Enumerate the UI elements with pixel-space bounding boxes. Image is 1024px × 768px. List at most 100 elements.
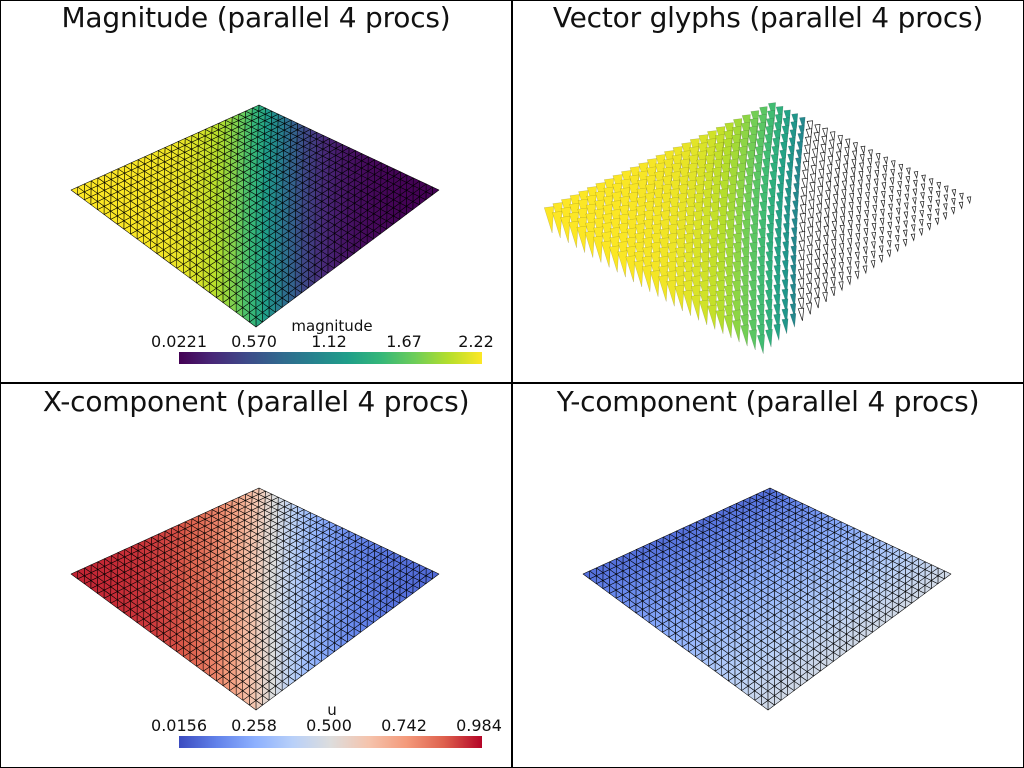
vector-glyph bbox=[822, 291, 828, 303]
vector-glyph bbox=[805, 282, 813, 295]
vector-glyph bbox=[920, 192, 925, 201]
vector-glyph bbox=[815, 221, 822, 233]
vector-glyph bbox=[805, 292, 812, 305]
vector-glyph bbox=[699, 299, 709, 326]
vector-glyph bbox=[837, 134, 843, 145]
panel-magnitude[interactable]: Magnitude (parallel 4 procs) magnitude 0… bbox=[1, 1, 511, 383]
panel-x-component[interactable]: X-component (parallel 4 procs) u 0.0156 … bbox=[1, 385, 511, 767]
vector-glyph bbox=[715, 309, 725, 334]
vector-glyph bbox=[856, 205, 862, 215]
mesh-cell bbox=[164, 144, 172, 152]
vector-glyph bbox=[875, 152, 881, 162]
vector-glyph bbox=[666, 280, 677, 307]
vector-glyph-plot[interactable] bbox=[513, 1, 1023, 383]
vector-glyph bbox=[592, 235, 603, 263]
mesh-cell bbox=[238, 110, 246, 118]
vector-glyph bbox=[855, 214, 861, 224]
vector-glyph bbox=[830, 257, 836, 268]
vector-glyph bbox=[928, 178, 934, 187]
vector-glyph bbox=[855, 223, 861, 234]
vector-glyph bbox=[912, 188, 918, 197]
vector-glyph bbox=[841, 180, 847, 191]
y-component-mesh-plot[interactable] bbox=[513, 385, 1023, 767]
vector-glyph bbox=[943, 185, 949, 194]
mesh-cell bbox=[184, 135, 193, 143]
vector-glyph bbox=[913, 171, 919, 180]
vector-glyph bbox=[865, 191, 870, 201]
vector-glyph bbox=[958, 201, 964, 210]
mesh-cell bbox=[70, 186, 78, 196]
vector-glyph bbox=[834, 176, 840, 186]
magnitude-mesh-plot[interactable] bbox=[1, 1, 511, 383]
vector-glyph bbox=[633, 260, 644, 288]
vector-glyph bbox=[827, 155, 834, 166]
vector-glyph bbox=[888, 194, 894, 204]
panel-y-component[interactable]: Y-component (parallel 4 procs) bbox=[513, 385, 1023, 767]
vector-glyph bbox=[732, 319, 741, 343]
vector-glyph bbox=[838, 271, 844, 282]
vector-glyph bbox=[874, 161, 880, 171]
vector-glyph bbox=[814, 277, 820, 289]
vector-glyph bbox=[839, 233, 845, 245]
vector-glyph bbox=[830, 267, 836, 277]
vector-glyph bbox=[902, 229, 908, 238]
vector-glyph bbox=[935, 190, 941, 199]
vector-glyph bbox=[641, 265, 652, 292]
vector-glyph bbox=[843, 163, 849, 174]
vector-glyph bbox=[814, 249, 821, 261]
colorbar-tick: 0.742 bbox=[381, 716, 427, 735]
vector-glyph bbox=[855, 232, 861, 243]
vector-glyph bbox=[911, 215, 916, 224]
mesh-cell bbox=[178, 138, 186, 146]
mesh-cell bbox=[211, 122, 219, 131]
mesh-cell bbox=[131, 159, 139, 168]
vector-glyph bbox=[831, 238, 837, 249]
vector-glyph bbox=[833, 185, 839, 195]
colorbar-tick: 0.0221 bbox=[151, 332, 207, 351]
vector-glyph bbox=[807, 208, 814, 221]
vector-glyph bbox=[904, 193, 910, 202]
vector-glyph bbox=[824, 207, 830, 218]
mesh-cell bbox=[191, 132, 199, 140]
vector-glyph bbox=[847, 238, 853, 248]
mesh-cell bbox=[84, 180, 92, 189]
vector-glyph bbox=[887, 221, 893, 230]
vector-glyph bbox=[850, 175, 856, 186]
vector-glyph bbox=[867, 157, 873, 167]
vector-glyph bbox=[617, 250, 628, 278]
vector-glyph bbox=[568, 220, 579, 248]
vector-glyph bbox=[835, 159, 841, 170]
vector-glyph bbox=[879, 217, 885, 227]
vector-glyph bbox=[829, 139, 835, 150]
vector-glyph bbox=[868, 149, 873, 159]
colorbar-tick: 0.500 bbox=[306, 716, 352, 735]
vector-glyph bbox=[848, 210, 854, 221]
vector-glyph bbox=[707, 304, 717, 330]
vector-glyph bbox=[560, 216, 571, 243]
panel-vector-glyphs[interactable]: Vector glyphs (parallel 4 procs) bbox=[513, 1, 1023, 383]
vector-glyph bbox=[882, 173, 887, 183]
mesh-cell bbox=[90, 177, 99, 186]
vector-glyph bbox=[873, 187, 879, 196]
vector-glyph bbox=[840, 197, 846, 208]
vector-glyph bbox=[880, 208, 885, 218]
vector-glyph bbox=[781, 318, 789, 334]
vector-glyph bbox=[838, 262, 844, 273]
x-component-mesh-plot[interactable] bbox=[1, 385, 511, 767]
vector-glyph bbox=[816, 194, 823, 206]
colorbar-tick: 0.984 bbox=[456, 716, 502, 735]
vector-glyph bbox=[863, 227, 869, 237]
panel-title: Vector glyphs (parallel 4 procs) bbox=[552, 1, 984, 34]
vector-glyph bbox=[826, 164, 833, 175]
vector-glyph bbox=[852, 150, 858, 160]
vector-glyph bbox=[863, 237, 868, 247]
vector-glyph bbox=[920, 183, 926, 192]
vector-glyph bbox=[887, 212, 893, 221]
vector-glyph bbox=[903, 220, 908, 229]
mesh-cell bbox=[245, 107, 253, 115]
vector-glyph bbox=[895, 225, 900, 234]
vector-glyph bbox=[805, 302, 812, 315]
vector-glyph bbox=[817, 177, 824, 189]
vector-glyph bbox=[927, 213, 932, 222]
vector-glyph-field bbox=[543, 102, 972, 354]
